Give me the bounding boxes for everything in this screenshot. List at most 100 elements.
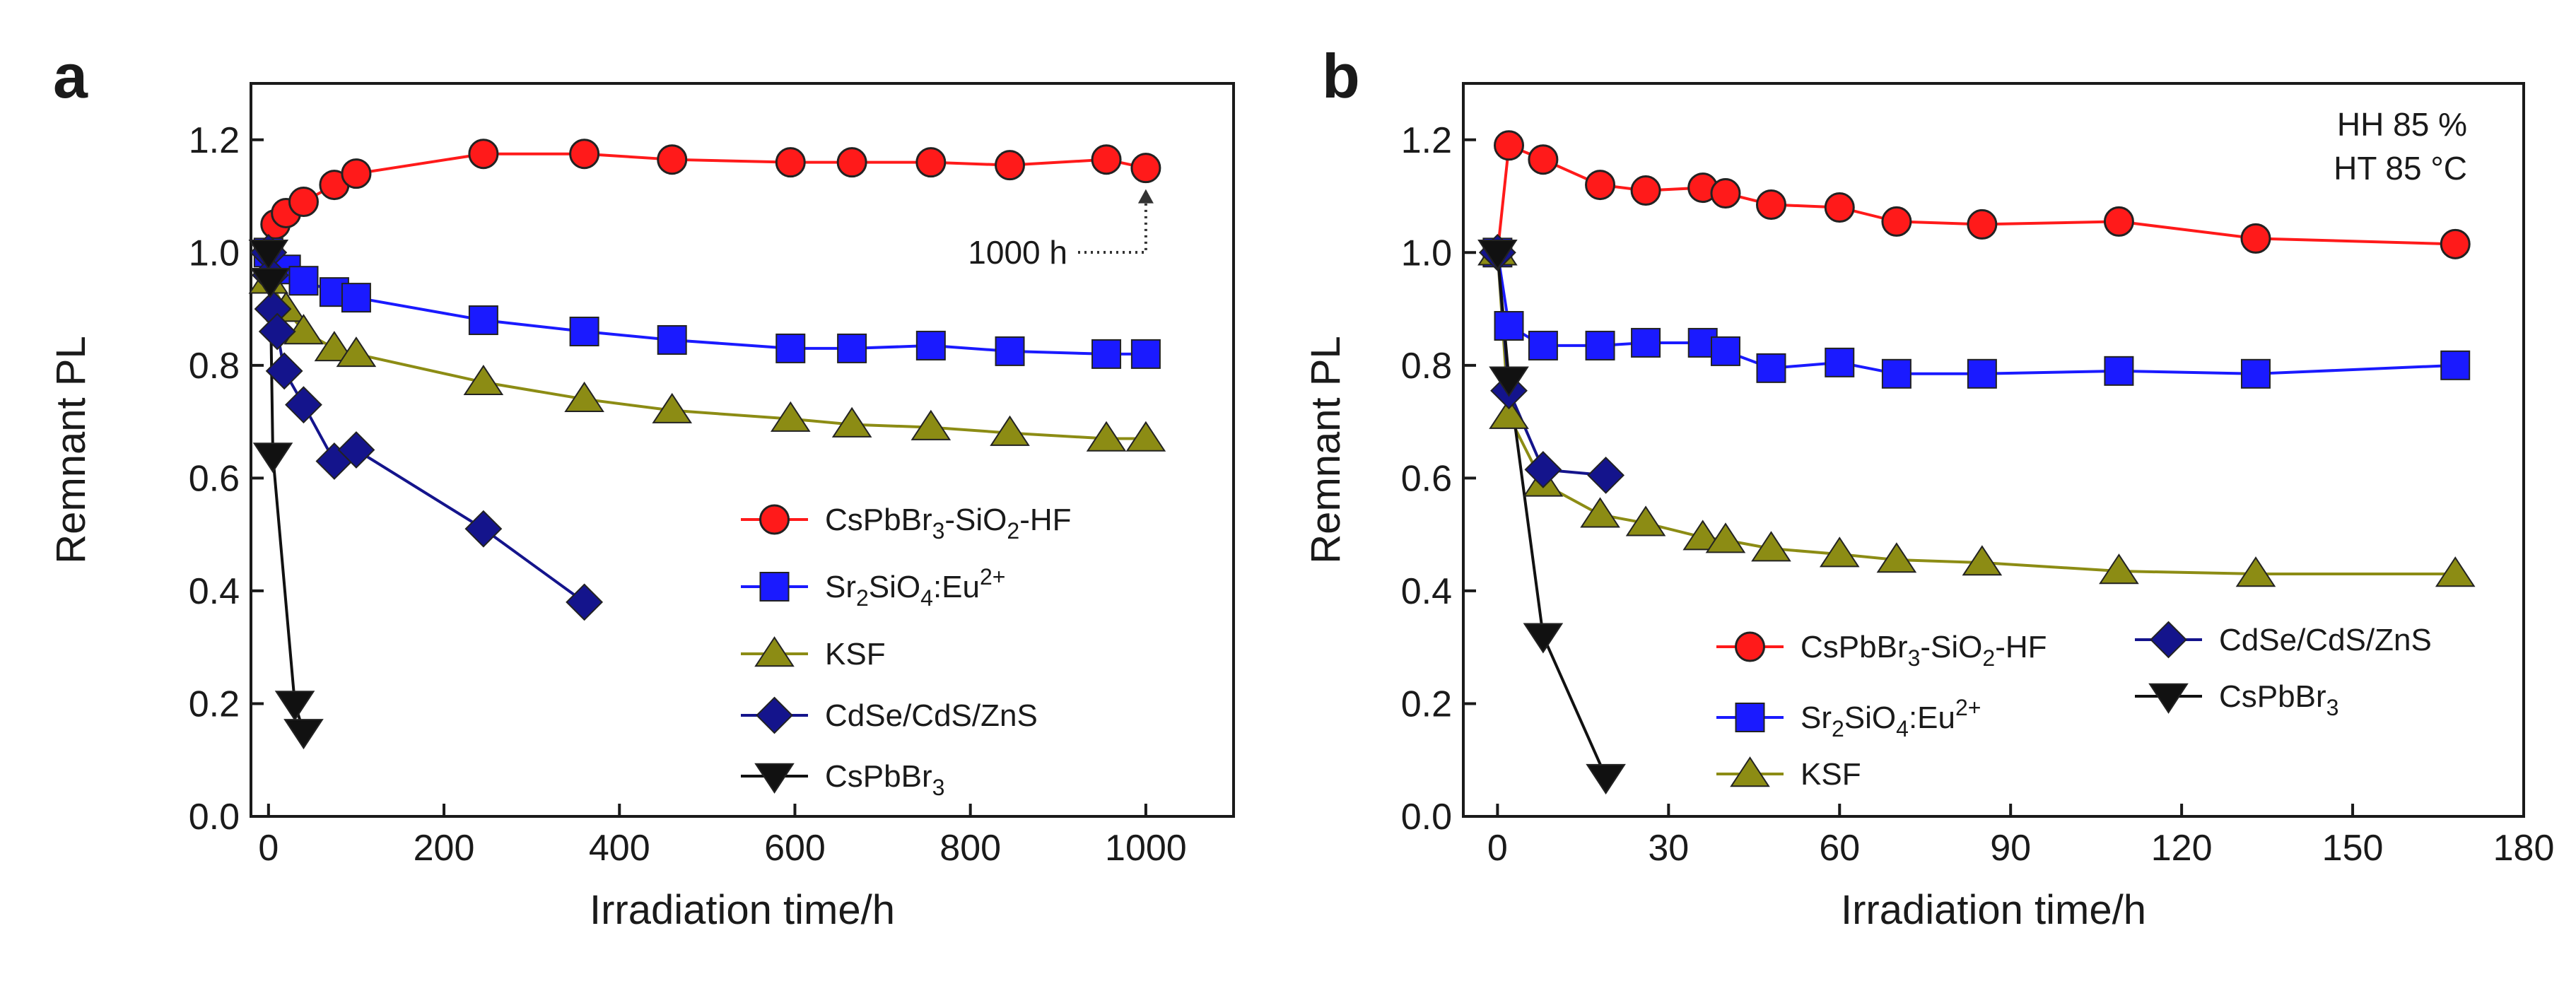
data-point xyxy=(1587,456,1625,494)
x-tick-label: 150 xyxy=(2322,828,2384,869)
data-point xyxy=(1710,178,1741,209)
data-point xyxy=(652,392,693,423)
legend-item: KSF xyxy=(741,636,886,671)
data-point xyxy=(657,144,688,175)
data-point xyxy=(1130,339,1161,369)
data-point xyxy=(2103,206,2134,237)
data-point xyxy=(283,719,324,750)
data-point xyxy=(250,267,291,299)
data-point xyxy=(468,139,499,170)
legend-item: Sr2​SiO4​:Eu2+​ xyxy=(741,564,1005,611)
x-tick-label: 180 xyxy=(2493,828,2555,869)
legend-marker xyxy=(2150,621,2187,659)
data-point xyxy=(1130,153,1161,184)
data-point xyxy=(463,364,504,396)
data-point xyxy=(288,187,319,218)
data-point xyxy=(657,324,687,355)
data-point xyxy=(1528,330,1558,360)
y-tick-label: 0.0 xyxy=(189,797,240,838)
data-point xyxy=(1494,311,1524,341)
data-point xyxy=(1477,240,1518,271)
annotation-text: 1000 h xyxy=(968,234,1067,271)
legend-marker xyxy=(1735,703,1765,732)
x-tick-label: 0 xyxy=(258,828,279,869)
legend-item: CdSe/CdS/ZnS xyxy=(741,696,1038,734)
data-point xyxy=(2440,350,2471,380)
data-point xyxy=(288,266,319,296)
data-point xyxy=(1091,144,1122,175)
data-point xyxy=(564,381,604,412)
y-axis-title: Remnant PL xyxy=(1303,336,1349,563)
series-markers-1 xyxy=(1482,237,2471,389)
panel-a: a 0.0 0.2 0.4 0.6 0.8 1.0 1.2 0 200 400 600 800 1000 I… xyxy=(48,41,1235,933)
legend-marker xyxy=(759,572,790,602)
data-point xyxy=(1524,451,1562,488)
legend-label: KSF xyxy=(825,637,886,671)
data-point xyxy=(1824,192,1855,223)
y-tick-label: 1.0 xyxy=(1401,233,1452,274)
legend-item: CsPbBr3​ xyxy=(741,759,944,800)
condition-label: HH 85 % xyxy=(2337,106,2467,143)
y-tick-label: 1.2 xyxy=(189,120,240,161)
series-3 xyxy=(267,252,585,604)
y-tick-label: 0.0 xyxy=(1401,797,1452,838)
data-point xyxy=(2104,356,2134,386)
data-point xyxy=(468,305,498,336)
legend-label: Sr2​SiO4​:Eu2+​ xyxy=(1801,695,1981,741)
condition-label: HT 85 °C xyxy=(2334,150,2467,187)
data-point xyxy=(1682,520,1723,551)
x-axis-title: Irradiation time/h xyxy=(1841,887,2146,933)
x-tick-label: 0 xyxy=(1487,828,1508,869)
data-point xyxy=(1819,536,1860,568)
y-tick-label: 0.4 xyxy=(189,571,240,612)
data-point xyxy=(2440,228,2471,259)
legend-item: CsPbBr3​-SiO2​-HF xyxy=(741,503,1072,544)
legend-item: CdSe/CdS/ZnS xyxy=(2135,621,2432,659)
data-point xyxy=(1630,175,1661,206)
data-point xyxy=(1489,366,1529,397)
panel-letter-b: b xyxy=(1322,41,1360,111)
data-point xyxy=(265,352,303,390)
series-3 xyxy=(1496,252,1606,477)
legend-marker xyxy=(754,636,795,667)
data-point xyxy=(1705,522,1746,553)
x-tick-label: 1000 xyxy=(1105,828,1187,869)
data-point xyxy=(995,336,1025,366)
panel-b: b 0.0 0.2 0.4 0.6 0.8 1.0 1.2 0 30 60 90 120 150 180 Ir… xyxy=(1303,41,2554,933)
y-axis-title: Remnant PL xyxy=(48,336,94,563)
data-point xyxy=(464,510,503,548)
data-point xyxy=(1967,209,1998,240)
data-point xyxy=(1586,763,1626,794)
data-point xyxy=(283,314,324,345)
legend-item: CsPbBr3​-SiO2​-HF xyxy=(1716,630,2047,671)
data-point xyxy=(1967,358,1997,389)
data-point xyxy=(831,406,872,438)
series-markers-0 xyxy=(1482,130,2471,268)
annotation-arrowhead xyxy=(1137,189,1154,204)
panel-letter-a: a xyxy=(53,41,88,111)
data-point xyxy=(1751,531,1791,562)
data-point xyxy=(990,415,1030,446)
data-point xyxy=(915,147,947,178)
y-tick-label: 1.0 xyxy=(189,233,240,274)
data-point xyxy=(911,409,952,440)
data-point xyxy=(1585,330,1615,360)
data-point xyxy=(1755,189,1786,221)
y-tick-label: 0.6 xyxy=(1401,458,1452,499)
data-point xyxy=(2435,556,2476,587)
y-tick-label: 0.4 xyxy=(1401,571,1452,612)
x-tick-label: 600 xyxy=(764,828,826,869)
data-point xyxy=(2099,553,2139,585)
data-point xyxy=(258,312,296,351)
data-point xyxy=(1523,623,1564,654)
data-point xyxy=(248,240,289,271)
data-point xyxy=(1528,144,1559,175)
x-tick-label: 90 xyxy=(1990,828,2031,869)
legend-label: CdSe/CdS/ZnS xyxy=(825,698,1038,733)
x-tick-label: 120 xyxy=(2151,828,2213,869)
data-point xyxy=(1086,421,1127,452)
plot-frame xyxy=(250,82,1235,818)
annotation-arrow-line xyxy=(1078,199,1147,254)
data-point xyxy=(274,691,315,722)
